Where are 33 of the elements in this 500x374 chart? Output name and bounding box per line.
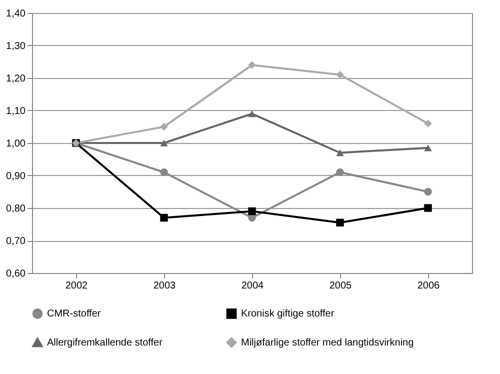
point — [248, 61, 256, 69]
point — [248, 110, 256, 118]
y-tick-label: 1,30 — [6, 41, 26, 52]
point — [336, 218, 344, 226]
y-tick-label: 0,90 — [6, 171, 26, 182]
x-tick-label: 2004 — [241, 280, 264, 292]
y-tick-label: 0,70 — [6, 236, 26, 247]
point — [336, 149, 344, 156]
point — [336, 70, 344, 79]
point — [336, 168, 344, 176]
point — [424, 204, 432, 212]
y-tick-label: 0,80 — [6, 204, 26, 214]
point — [160, 168, 168, 176]
y-tick-label: 1,10 — [6, 106, 26, 117]
point — [160, 122, 168, 131]
legend-label: Allergifremkallende stoffer — [47, 338, 164, 348]
point — [160, 214, 168, 222]
legend-label: Kronisk giftige stoffer — [241, 308, 335, 320]
legend-label: Miljøfarlige stoffer med langtidsvirkning — [241, 338, 414, 348]
x-tick-label: 2003 — [153, 280, 176, 292]
y-tick-label: 1,00 — [6, 138, 26, 150]
point — [424, 144, 432, 152]
point — [424, 188, 432, 196]
x-tick-label: 2002 — [65, 280, 88, 292]
x-tick-label: 2005 — [329, 280, 352, 292]
y-tick-label: 0,60 — [6, 268, 26, 280]
point — [160, 140, 168, 146]
y-tick-label: 1,20 — [6, 74, 26, 84]
y-tick-label: 1,40 — [6, 8, 26, 20]
legend-label: CMR-stoffer — [47, 308, 102, 320]
point — [248, 207, 256, 216]
x-tick-label: 2006 — [417, 280, 440, 292]
point — [424, 120, 432, 128]
